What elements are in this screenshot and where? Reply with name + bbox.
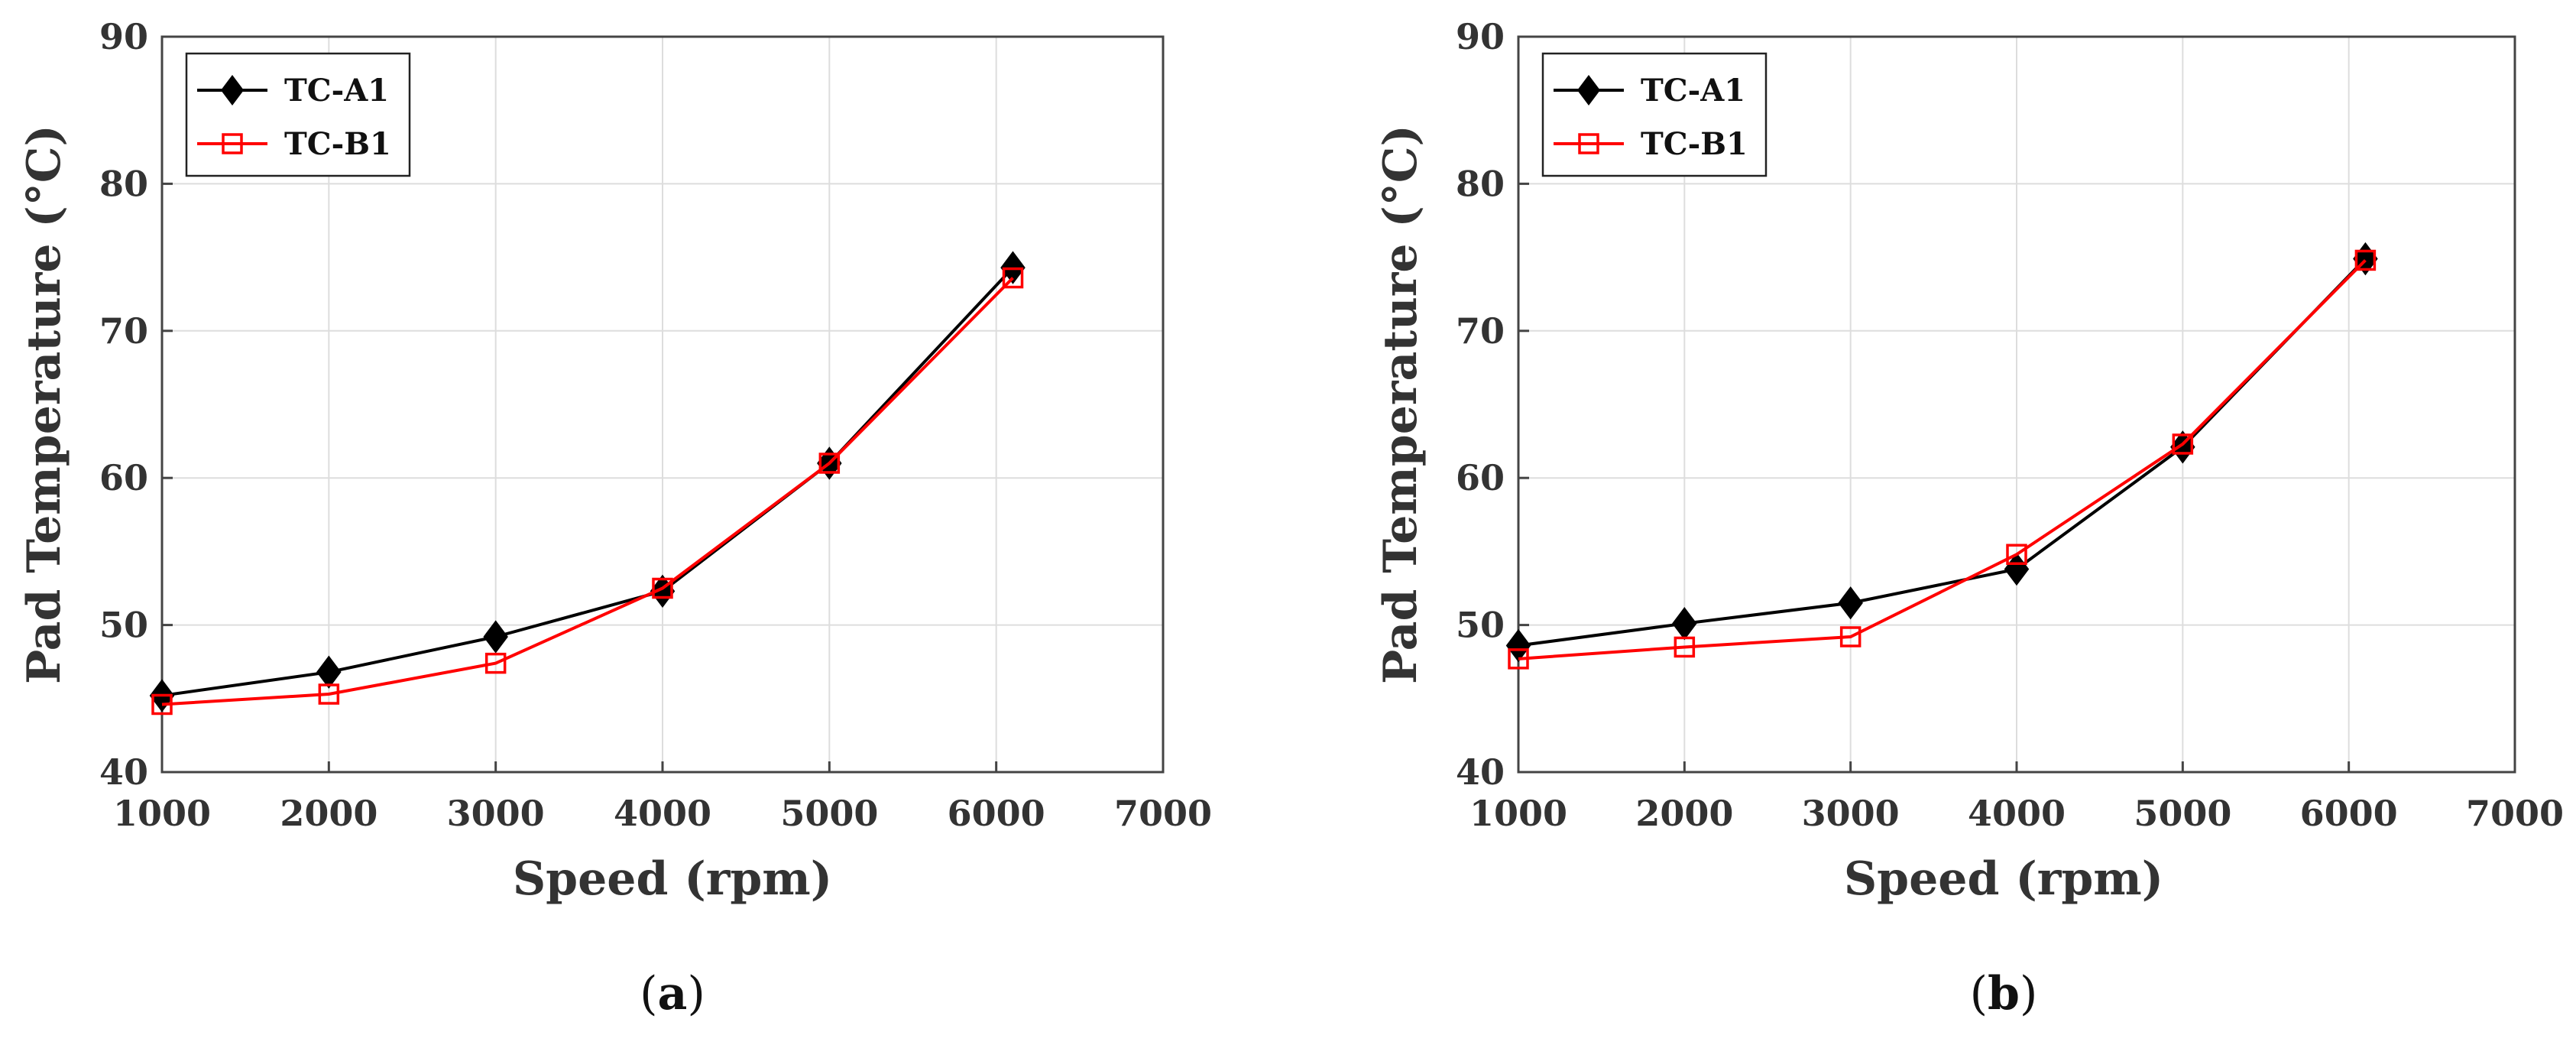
data-point-tc-b1 [2006, 544, 2027, 565]
x-tick-label: 1000 [1469, 793, 1567, 834]
panel-label: (a) [640, 967, 705, 1021]
panel-letter: a [658, 967, 688, 1021]
x-axis-title: Speed (rpm) [513, 852, 832, 906]
data-point-tc-b1 [2354, 249, 2377, 271]
x-tick-label: 1000 [113, 793, 211, 834]
data-point-tc-b1 [818, 453, 841, 474]
y-tick-label: 40 [1456, 751, 1505, 793]
y-tick-label: 70 [99, 310, 148, 352]
series-line-tc-a1 [1518, 258, 2367, 647]
data-point-tc-b1 [1508, 648, 1529, 670]
data-point-tc-a1 [316, 655, 342, 689]
data-point-tc-b1 [2172, 433, 2194, 455]
legend-marker-tc-a1 [1577, 75, 1600, 105]
legend-label-tc-b1: TC-B1 [1641, 126, 1748, 162]
series-line-tc-a1 [161, 266, 1014, 697]
legend-label-tc-a1: TC-A1 [284, 73, 389, 109]
data-point-tc-b1 [1002, 267, 1024, 289]
series-line-tc-b1 [161, 277, 1014, 706]
x-tick-label: 2000 [280, 793, 377, 834]
chart-panel-b: 1000 2000 3000 4000 5000 6000 7000 40 50 60 70 80 90… [1374, 16, 2564, 1021]
data-point-tc-a1 [483, 620, 508, 654]
y-tick-label: 50 [99, 605, 148, 646]
y-axis-title: Pad Temperature (°C) [1374, 125, 1427, 684]
y-tick-label: 40 [99, 751, 148, 793]
legend-box [185, 52, 411, 177]
legend-marker-tc-b1 [1578, 133, 1599, 154]
x-tick-label: 7000 [2466, 793, 2564, 834]
x-tick-label: 4000 [614, 793, 711, 834]
y-tick-label: 70 [1456, 310, 1505, 352]
series-line-tc-b1 [1518, 259, 2367, 660]
x-tick-label: 6000 [948, 793, 1045, 834]
y-axis-title: Pad Temperature (°C) [18, 125, 71, 684]
x-tick-label: 2000 [1635, 793, 1733, 834]
x-tick-label: 3000 [447, 793, 545, 834]
legend-marker-tc-b1 [222, 133, 243, 154]
data-point-tc-b1 [1839, 626, 1862, 647]
legend-marker-tc-a1 [221, 75, 244, 105]
data-point-tc-b1 [1674, 636, 1696, 658]
data-point-tc-b1 [151, 693, 173, 716]
chart-panel-a: 1000 2000 3000 4000 5000 6000 7000 40 50 60 70 80 90… [18, 16, 1212, 1021]
x-tick-label: 4000 [1968, 793, 2066, 834]
panel-letter: b [1988, 967, 2020, 1021]
x-tick-label: 6000 [2300, 793, 2398, 834]
data-point-tc-a1 [1505, 628, 1531, 663]
data-point-tc-a1 [1838, 586, 1863, 620]
y-tick-label: 90 [99, 16, 148, 57]
legend-label-tc-a1: TC-A1 [1641, 73, 1745, 109]
legend-label-tc-b1: TC-B1 [284, 126, 391, 162]
legend-box [1541, 52, 1768, 177]
x-tick-label: 3000 [1802, 793, 1900, 834]
x-axis-title: Speed (rpm) [1844, 852, 2163, 906]
panel-label: (b) [1970, 967, 2038, 1021]
y-tick-label: 80 [99, 163, 148, 204]
data-point-tc-b1 [652, 577, 673, 599]
y-tick-label: 90 [1456, 16, 1505, 57]
y-tick-label: 80 [1456, 163, 1505, 204]
y-tick-label: 60 [99, 457, 148, 498]
x-tick-label: 5000 [2134, 793, 2231, 834]
y-tick-label: 50 [1456, 605, 1505, 646]
data-point-tc-a1 [1672, 607, 1697, 641]
x-tick-label: 7000 [1114, 793, 1212, 834]
data-point-tc-b1 [484, 652, 507, 674]
y-tick-label: 60 [1456, 457, 1505, 498]
data-point-tc-b1 [318, 683, 340, 705]
x-tick-label: 5000 [780, 793, 878, 834]
